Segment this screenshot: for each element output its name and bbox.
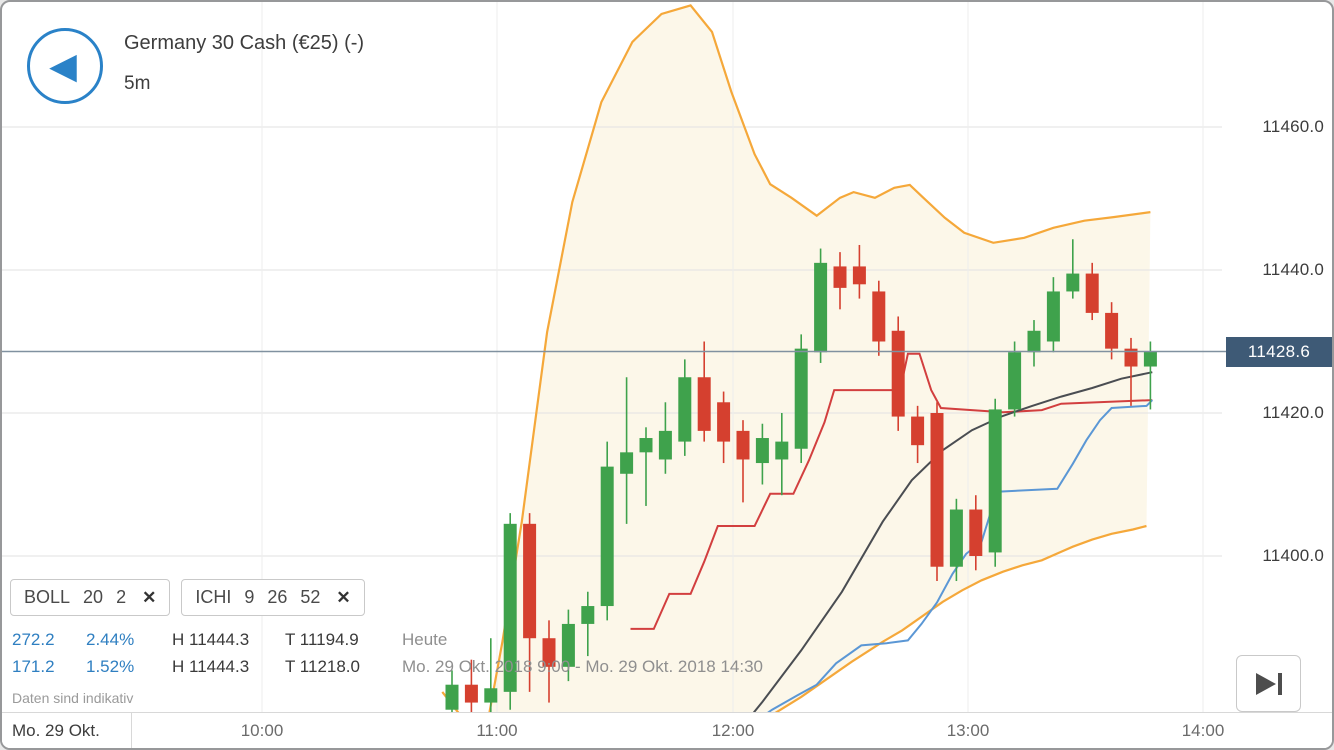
current-price-badge: 11428.6 bbox=[1226, 336, 1332, 367]
session-low: T 11218.0 bbox=[285, 657, 360, 676]
indicator-chips: BOLL 20 2 ✕ ICHI 9 26 52 ✕ bbox=[10, 579, 365, 616]
time-axis-label: 10:00 bbox=[240, 720, 284, 740]
date-label: Mo. 29 Okt. bbox=[2, 713, 132, 748]
change-percent: 2.44% bbox=[86, 630, 135, 649]
skip-to-latest-button[interactable] bbox=[1236, 655, 1301, 712]
ichimoku-blue-line bbox=[704, 399, 1154, 748]
candle-body bbox=[1046, 291, 1060, 342]
candle-body bbox=[775, 441, 789, 460]
candle-body bbox=[697, 377, 711, 431]
time-axis-label: 12:00 bbox=[711, 720, 755, 740]
price-axis-label: 11440.0 bbox=[1262, 260, 1324, 279]
skip-to-end-icon bbox=[1255, 672, 1282, 695]
indicator-name: ICHI bbox=[195, 587, 232, 607]
change-value: 272.2 bbox=[12, 630, 55, 649]
candle-body bbox=[1124, 348, 1138, 367]
candle-body bbox=[755, 438, 769, 464]
indicator-param: 2 bbox=[116, 587, 127, 607]
title-block: Germany 30 Cash (€25) (-) 5m bbox=[124, 32, 364, 95]
price-axis-label: 11460.0 bbox=[1262, 117, 1324, 136]
candle-body bbox=[484, 688, 498, 703]
disclaimer-text: Daten sind indikativ bbox=[12, 690, 134, 706]
candle-body bbox=[1008, 352, 1022, 410]
candle-body bbox=[794, 348, 808, 449]
chart-header: ◀ Germany 30 Cash (€25) (-) 5m bbox=[2, 2, 364, 104]
price-axis-label: 11420.0 bbox=[1262, 403, 1324, 422]
remove-indicator-icon[interactable]: ✕ bbox=[142, 587, 157, 607]
candle-body bbox=[872, 291, 886, 342]
time-axis-label: 11:00 bbox=[476, 720, 518, 740]
candle-body bbox=[891, 330, 905, 417]
candle-body bbox=[1085, 273, 1099, 313]
period-label: Mo. 29 Okt. 2018 9:00 - Mo. 29 Okt. 2018… bbox=[402, 657, 763, 676]
candle-body bbox=[542, 638, 556, 667]
candle-body bbox=[678, 377, 692, 442]
time-axis: Mo. 29 Okt. 10:00 11:00 12:00 13:00 14:00 bbox=[2, 712, 1332, 748]
candle-body bbox=[949, 509, 963, 567]
candle-body bbox=[464, 684, 478, 703]
period-label: Heute bbox=[402, 630, 448, 649]
stats-row-today: 272.2 2.44% H 11444.3 T 11194.9 Heute bbox=[12, 626, 763, 653]
candle-body bbox=[988, 409, 1002, 553]
candle-body bbox=[911, 416, 925, 446]
candle-body bbox=[445, 684, 459, 710]
instrument-title[interactable]: Germany 30 Cash (€25) (-) bbox=[124, 32, 365, 54]
session-low: T 11194.9 bbox=[285, 630, 359, 649]
time-axis-label: 13:00 bbox=[946, 720, 990, 740]
ichimoku-dark-line bbox=[723, 371, 1153, 748]
bollinger-lower-band bbox=[441, 524, 1147, 748]
indicator-param: 26 bbox=[267, 587, 288, 607]
indicator-param: 52 bbox=[300, 587, 321, 607]
ichimoku-red-line bbox=[630, 352, 1153, 630]
candle-body bbox=[1066, 273, 1080, 292]
candle-body bbox=[1027, 330, 1041, 353]
change-value: 171.2 bbox=[12, 657, 55, 676]
remove-indicator-icon[interactable]: ✕ bbox=[336, 587, 351, 607]
stats-row-range: 171.2 1.52% H 11444.3 T 11218.0 Mo. 29 O… bbox=[12, 653, 763, 680]
candle-body bbox=[1105, 312, 1119, 349]
candle-body bbox=[658, 430, 672, 460]
candle-body bbox=[600, 466, 614, 607]
change-percent: 1.52% bbox=[86, 657, 135, 676]
session-high: H 11444.3 bbox=[172, 657, 250, 676]
time-axis-label: 14:00 bbox=[1181, 720, 1225, 740]
candle-body bbox=[969, 509, 983, 556]
candle-body bbox=[581, 606, 595, 624]
indicator-name: BOLL bbox=[24, 587, 71, 607]
candle-body bbox=[814, 262, 828, 353]
candle-body bbox=[503, 523, 517, 692]
session-stats: 272.2 2.44% H 11444.3 T 11194.9 Heute 17… bbox=[12, 626, 763, 680]
session-high: H 11444.3 bbox=[172, 630, 250, 649]
candle-body bbox=[930, 413, 944, 567]
price-axis-label: 11400.0 bbox=[1262, 546, 1324, 565]
candle-body bbox=[561, 623, 575, 667]
indicator-chip-boll[interactable]: BOLL 20 2 ✕ bbox=[10, 579, 171, 616]
candle-body bbox=[852, 266, 866, 285]
back-button[interactable]: ◀ bbox=[27, 28, 103, 104]
candle-body bbox=[639, 438, 653, 453]
candle-body bbox=[833, 266, 847, 288]
candle-body bbox=[1143, 351, 1157, 367]
back-arrow-icon: ◀ bbox=[49, 45, 77, 86]
candle-body bbox=[717, 402, 731, 442]
candle-body bbox=[620, 452, 634, 474]
indicator-chip-ichi[interactable]: ICHI 9 26 52 ✕ bbox=[181, 579, 365, 616]
candle-body bbox=[523, 523, 537, 639]
indicator-param: 20 bbox=[83, 587, 104, 607]
timeframe-label[interactable]: 5m bbox=[124, 73, 151, 94]
bollinger-upper-band bbox=[481, 4, 1151, 748]
candle-body bbox=[736, 430, 750, 460]
indicator-param: 9 bbox=[244, 587, 255, 607]
